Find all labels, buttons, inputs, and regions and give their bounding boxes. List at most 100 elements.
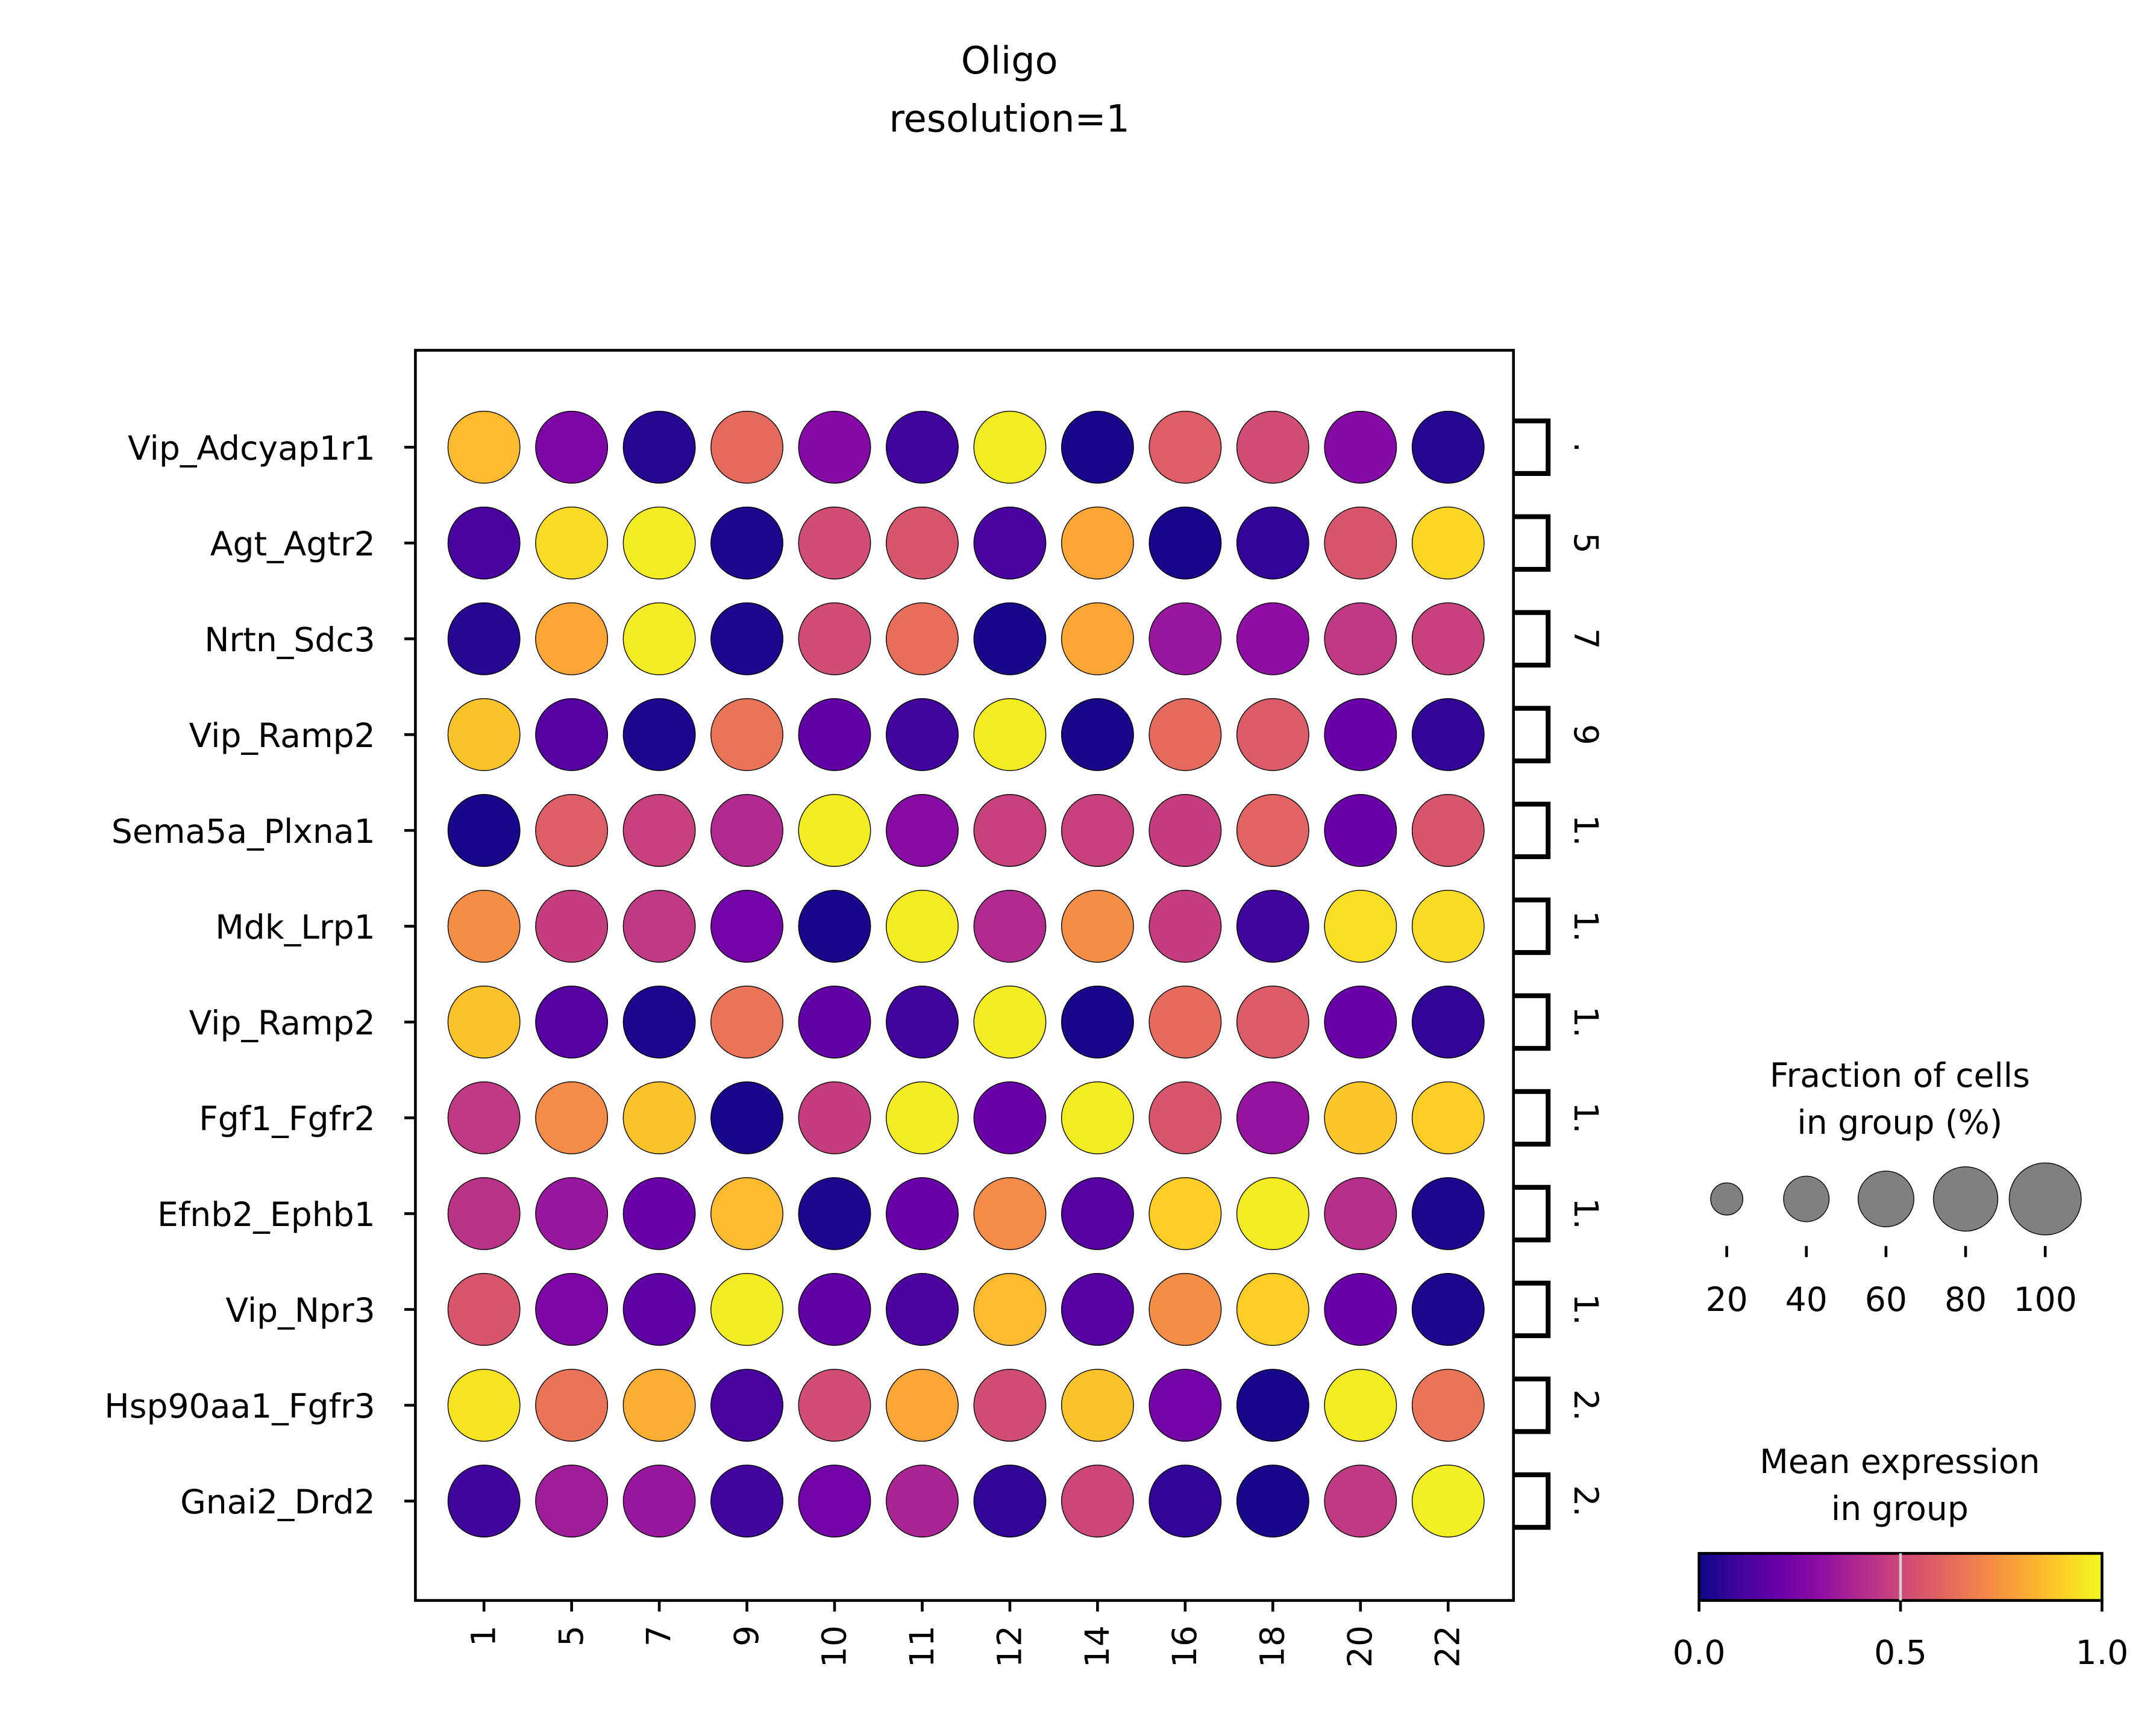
dot-efnb2_ephb1-10 <box>798 1177 871 1250</box>
dot-vip_npr3-14 <box>1061 1273 1134 1346</box>
dot-agt_agtr2-12 <box>973 506 1047 580</box>
row-bracket-label: 2. <box>1566 1485 1605 1517</box>
dot-vip_adcyap1r1-18 <box>1236 410 1309 484</box>
dot-agt_agtr2-10 <box>798 506 871 580</box>
dot-hsp90aa1_fgfr3-22 <box>1411 1369 1485 1442</box>
dot-agt_agtr2-7 <box>622 506 696 580</box>
y-tick-label: Vip_Adcyap1r1 <box>128 430 375 468</box>
dot-vip_ramp2-22 <box>1411 698 1485 771</box>
dot-nrtn_sdc3-7 <box>622 602 696 675</box>
dot-efnb2_ephb1-14 <box>1061 1177 1134 1250</box>
x-tick-label: 16 <box>1166 1625 1205 1668</box>
color-legend-title-line2: in group <box>1831 1490 1969 1528</box>
x-tick-label: 7 <box>640 1625 678 1647</box>
x-tick-label: 9 <box>728 1625 766 1647</box>
size-legend-label: 80 <box>1944 1281 1987 1319</box>
dot-hsp90aa1_fgfr3-10 <box>798 1369 871 1442</box>
dot-sema5a_plxna1-22 <box>1411 793 1485 867</box>
dot-mdk_lrp1-10 <box>798 889 871 963</box>
row-bracket-label: 1. <box>1566 910 1605 942</box>
dot-agt_agtr2-20 <box>1324 506 1397 580</box>
dot-mdk_lrp1-9 <box>710 889 783 963</box>
dot-vip_npr3-20 <box>1324 1273 1397 1346</box>
dot-fgf1_fgfr2-10 <box>798 1081 871 1154</box>
dot-vip_ramp2-14 <box>1061 985 1134 1059</box>
size-legend-title-line2: in group (%) <box>1797 1104 2002 1142</box>
color-legend-title-line1: Mean expression <box>1760 1443 2040 1481</box>
y-tick-label: Agt_Agtr2 <box>210 525 375 564</box>
dot-sema5a_plxna1-20 <box>1324 793 1397 867</box>
size-legend-label: 60 <box>1865 1281 1907 1319</box>
dot-vip_ramp2-1 <box>447 698 521 771</box>
dot-sema5a_plxna1-16 <box>1149 793 1222 867</box>
dot-vip_adcyap1r1-22 <box>1411 410 1485 484</box>
dot-efnb2_ephb1-11 <box>886 1177 959 1250</box>
x-tick-label: 5 <box>553 1625 591 1647</box>
colorbar-tick-label: 0.0 <box>1673 1634 1726 1672</box>
dot-vip_adcyap1r1-14 <box>1061 410 1134 484</box>
dot-vip_ramp2-14 <box>1061 698 1134 771</box>
dot-hsp90aa1_fgfr3-18 <box>1236 1369 1309 1442</box>
dot-vip_ramp2-5 <box>535 985 609 1059</box>
dot-vip_ramp2-10 <box>798 985 871 1059</box>
dot-hsp90aa1_fgfr3-5 <box>535 1369 609 1442</box>
dot-nrtn_sdc3-9 <box>710 602 783 675</box>
dot-vip_ramp2-9 <box>710 698 783 771</box>
dot-vip_ramp2-12 <box>973 698 1047 771</box>
row-bracket-label: 1. <box>1566 1006 1605 1038</box>
dot-vip_npr3-12 <box>973 1273 1047 1346</box>
dot-efnb2_ephb1-1 <box>447 1177 521 1250</box>
dot-mdk_lrp1-18 <box>1236 889 1309 963</box>
dot-agt_agtr2-5 <box>535 506 609 580</box>
dot-sema5a_plxna1-5 <box>535 793 609 867</box>
dot-nrtn_sdc3-18 <box>1236 602 1309 675</box>
dot-fgf1_fgfr2-14 <box>1061 1081 1134 1154</box>
dot-vip_ramp2-18 <box>1236 985 1309 1059</box>
size-legend-dot <box>1857 1171 1914 1228</box>
dot-mdk_lrp1-16 <box>1149 889 1222 963</box>
dot-vip_adcyap1r1-16 <box>1149 410 1222 484</box>
y-tick-label: Hsp90aa1_Fgfr3 <box>104 1387 375 1426</box>
dot-vip_ramp2-20 <box>1324 698 1397 771</box>
dot-nrtn_sdc3-20 <box>1324 602 1397 675</box>
x-tick-label: 14 <box>1079 1625 1117 1668</box>
colorbar-tick-label: 1.0 <box>2076 1634 2129 1672</box>
dot-vip_adcyap1r1-10 <box>798 410 871 484</box>
dot-mdk_lrp1-12 <box>973 889 1047 963</box>
dot-mdk_lrp1-5 <box>535 889 609 963</box>
dot-gnai2_drd2-10 <box>798 1465 871 1537</box>
dot-vip_ramp2-16 <box>1149 698 1222 771</box>
dot-gnai2_drd2-22 <box>1411 1465 1485 1537</box>
dot-vip_npr3-22 <box>1411 1273 1485 1346</box>
y-tick-label: Sema5a_Plxna1 <box>111 813 375 851</box>
dot-hsp90aa1_fgfr3-9 <box>710 1369 783 1442</box>
dot-agt_agtr2-18 <box>1236 506 1309 580</box>
chart-subtitle: resolution=1 <box>889 96 1130 140</box>
row-bracket-label: 1. <box>1566 1198 1605 1230</box>
dot-vip_npr3-7 <box>622 1273 696 1346</box>
dot-vip_npr3-11 <box>886 1273 959 1346</box>
y-axis: Vip_Adcyap1r1 Agt_Agtr2 Nrtn_Sdc3 Vip_Ramp2… <box>104 430 416 1522</box>
dot-hsp90aa1_fgfr3-12 <box>973 1369 1047 1442</box>
dot-nrtn_sdc3-10 <box>798 602 871 675</box>
dot-nrtn_sdc3-12 <box>973 602 1047 675</box>
dot-vip_npr3-5 <box>535 1273 609 1346</box>
y-tick-label: Vip_Ramp2 <box>189 1004 375 1043</box>
dot-fgf1_fgfr2-1 <box>447 1081 521 1154</box>
size-legend-label: 20 <box>1706 1281 1748 1319</box>
dot-hsp90aa1_fgfr3-7 <box>622 1369 696 1442</box>
row-bracket <box>1513 418 1551 476</box>
dot-vip_adcyap1r1-5 <box>535 410 609 484</box>
dot-hsp90aa1_fgfr3-14 <box>1061 1369 1134 1442</box>
row-bracket-label: 2. <box>1566 1389 1605 1421</box>
row-bracket-label: 9 <box>1566 724 1605 745</box>
row-bracket-label: 1. <box>1566 815 1605 846</box>
row-bracket <box>1513 993 1551 1051</box>
dot-hsp90aa1_fgfr3-1 <box>447 1369 521 1442</box>
dot-vip_adcyap1r1-9 <box>710 410 783 484</box>
x-tick-label: 12 <box>991 1625 1029 1668</box>
dot-vip_ramp2-7 <box>622 985 696 1059</box>
y-tick-label: Nrtn_Sdc3 <box>204 621 375 660</box>
x-axis: 1 5 7 9 10 11 12 14 16 18 20 22 <box>465 1600 1468 1668</box>
dot-fgf1_fgfr2-16 <box>1149 1081 1222 1154</box>
